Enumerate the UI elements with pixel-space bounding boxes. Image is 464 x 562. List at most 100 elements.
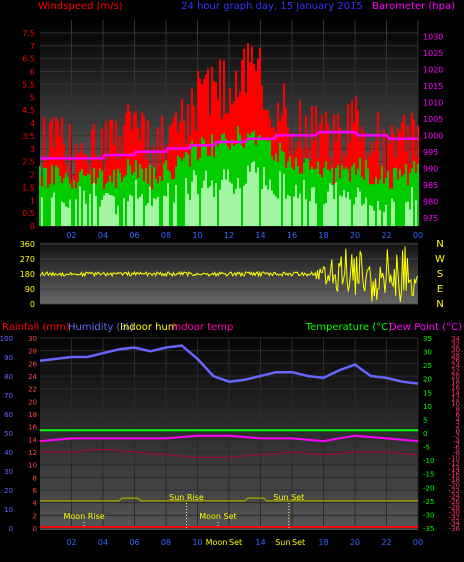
humidity-tick-label: 10 (4, 506, 13, 514)
indoor-temp-tick-label: -6 (453, 444, 461, 452)
climate-x-tick-label: 06 (129, 538, 139, 547)
humidity-line (39, 344, 419, 385)
indoor-temp-tick-label: -28 (449, 503, 460, 511)
wind-x-tick-label: 00 (413, 231, 423, 240)
humidity-tick-label: 70 (4, 392, 13, 400)
indoor-temp-tick-label: -24 (449, 492, 461, 500)
bottom-moon-label: Moon (206, 538, 228, 547)
humidity-tick-label: 0 (9, 525, 13, 533)
compass-label: S (437, 269, 443, 280)
barometer-title: Barometer (hpa) (372, 1, 455, 12)
climate-x-tick-label: 02 (66, 538, 76, 547)
wind-x-tick-label: 14 (255, 231, 265, 240)
barometer-tick-label: 1005 (423, 115, 443, 124)
temperature-tick-label: 35 (423, 335, 432, 343)
temperature-tick-label: 25 (423, 362, 432, 370)
moon-rise-label: Moon Rise (64, 512, 105, 521)
direction-tick-label: 180 (20, 270, 35, 279)
temperature-tick-label: -15 (423, 471, 434, 479)
wind-x-tick-label: 04 (98, 231, 108, 240)
wind-tick-label: 1 (30, 196, 35, 205)
bottom-sun-label: Sun (275, 538, 290, 547)
temperature-tick-label: -20 (423, 484, 434, 492)
indoor-temp-tick-label: -10 (449, 454, 460, 462)
indoor-temp-tick-label: 28 (451, 351, 460, 359)
wind-x-tick-label: 22 (381, 231, 391, 240)
wind-tick-label: 0.5 (22, 209, 35, 218)
temperature-tick-label: 5 (423, 416, 427, 424)
rain-tick-label: 4 (33, 500, 38, 508)
indoor-temp-tick-label: -16 (449, 471, 461, 479)
temperature-tick-label: -25 (423, 498, 434, 506)
indoor-temp-tick-label: 16 (451, 384, 460, 392)
axis-layer: 0 0.5 1 1.5 2 2.5 3 3.5 4 4.5 5 5.5 6 6.5 7 7.5 975 980 98… (0, 29, 461, 547)
indoor-temp-tick-label: -34 (449, 520, 461, 528)
indoor-temp-tick-label: 34 (451, 335, 460, 343)
rain-tick-label: 10 (28, 462, 37, 470)
temperature-tick-label: 10 (423, 403, 432, 411)
indoor-temp-tick-label: -36 (449, 525, 461, 533)
legend-humidity: Humidity (%) (68, 322, 134, 333)
indoor-temp-tick-label: -18 (449, 476, 460, 484)
legend-temperature: Temperature (°C) (305, 322, 392, 333)
rain-tick-label: 24 (28, 373, 37, 381)
temperature-tick-label: 15 (423, 389, 432, 397)
direction-tick-label: 360 (20, 240, 35, 249)
indoor-temp-tick-label: 0 (456, 427, 460, 435)
barometer-tick-label: 995 (423, 148, 438, 157)
indoor-temp-tick-label: 26 (451, 357, 460, 365)
rain-tick-label: 8 (33, 474, 37, 482)
indoor-temp-tick-label: 22 (451, 368, 460, 376)
temperature-tick-label: 0 (423, 430, 427, 438)
indoor-temp-tick-label: 20 (451, 373, 460, 381)
indoor-temp-tick-label: -4 (453, 438, 461, 446)
wind-tick-label: 4.5 (22, 106, 35, 115)
sun-daylight-line (40, 497, 418, 502)
climate-x-tick-label: 10 (192, 538, 202, 547)
legend-indoor-hum: Indoor hum (120, 322, 178, 333)
barometer-tick-label: 980 (423, 197, 438, 206)
barometer-tick-label: 1025 (423, 49, 443, 58)
indoor-temp-tick-label: -14 (449, 465, 461, 473)
barometer-tick-label: 975 (423, 214, 438, 223)
wind-x-tick-label: 20 (350, 231, 360, 240)
climate-x-tick-label: 04 (98, 538, 108, 547)
wind-tick-label: 3 (30, 145, 35, 154)
rain-tick-label: 20 (28, 398, 37, 406)
wind-x-tick-label: 08 (161, 231, 171, 240)
compass-label: W (435, 254, 445, 265)
sun-rise-label: Sun Rise (169, 493, 204, 502)
bottom-set-label-2: Set (292, 538, 305, 547)
rain-tick-label: 12 (28, 449, 37, 457)
barometer-tick-label: 1020 (423, 65, 443, 74)
wind-tick-label: 6.5 (22, 55, 35, 64)
rain-tick-label: 26 (28, 360, 37, 368)
rain-tick-label: 16 (28, 424, 37, 432)
wind-tick-label: 6 (30, 68, 35, 77)
rain-tick-label: 30 (28, 335, 37, 343)
wind-x-tick-label: 18 (318, 231, 328, 240)
rain-tick-label: 18 (28, 411, 37, 419)
wind-tick-label: 5 (30, 93, 35, 102)
wind-tick-label: 2 (30, 171, 35, 180)
indoor-temp-line (40, 448, 419, 458)
graph-day-title: 24 hour graph day, 15 January 2015 (181, 1, 363, 12)
indoor-temp-tick-label: -20 (449, 482, 460, 490)
barometer-line (40, 130, 418, 160)
indoor-temp-tick-label: -2 (453, 433, 460, 441)
indoor-temp-tick-label: -32 (449, 514, 460, 522)
sun-set-label: Sun Set (273, 493, 304, 502)
legend-dew-point: Dew Point (°C) (389, 322, 462, 333)
bottom-set-label: Set (229, 538, 242, 547)
indoor-temp-tick-label: 32 (451, 340, 460, 348)
indoor-temp-tick-label: -26 (449, 498, 461, 506)
climate-x-tick-label: 22 (381, 538, 391, 547)
indoor-temp-tick-label: 14 (451, 389, 460, 397)
wind-tick-label: 2.5 (22, 158, 35, 167)
wind-direction-line (39, 246, 419, 302)
legend-indoor-temp: Indoor temp (172, 322, 233, 333)
compass-label: N (436, 239, 443, 250)
climate-x-tick-label: 00 (413, 538, 423, 547)
barometer-tick-label: 1030 (423, 32, 443, 41)
